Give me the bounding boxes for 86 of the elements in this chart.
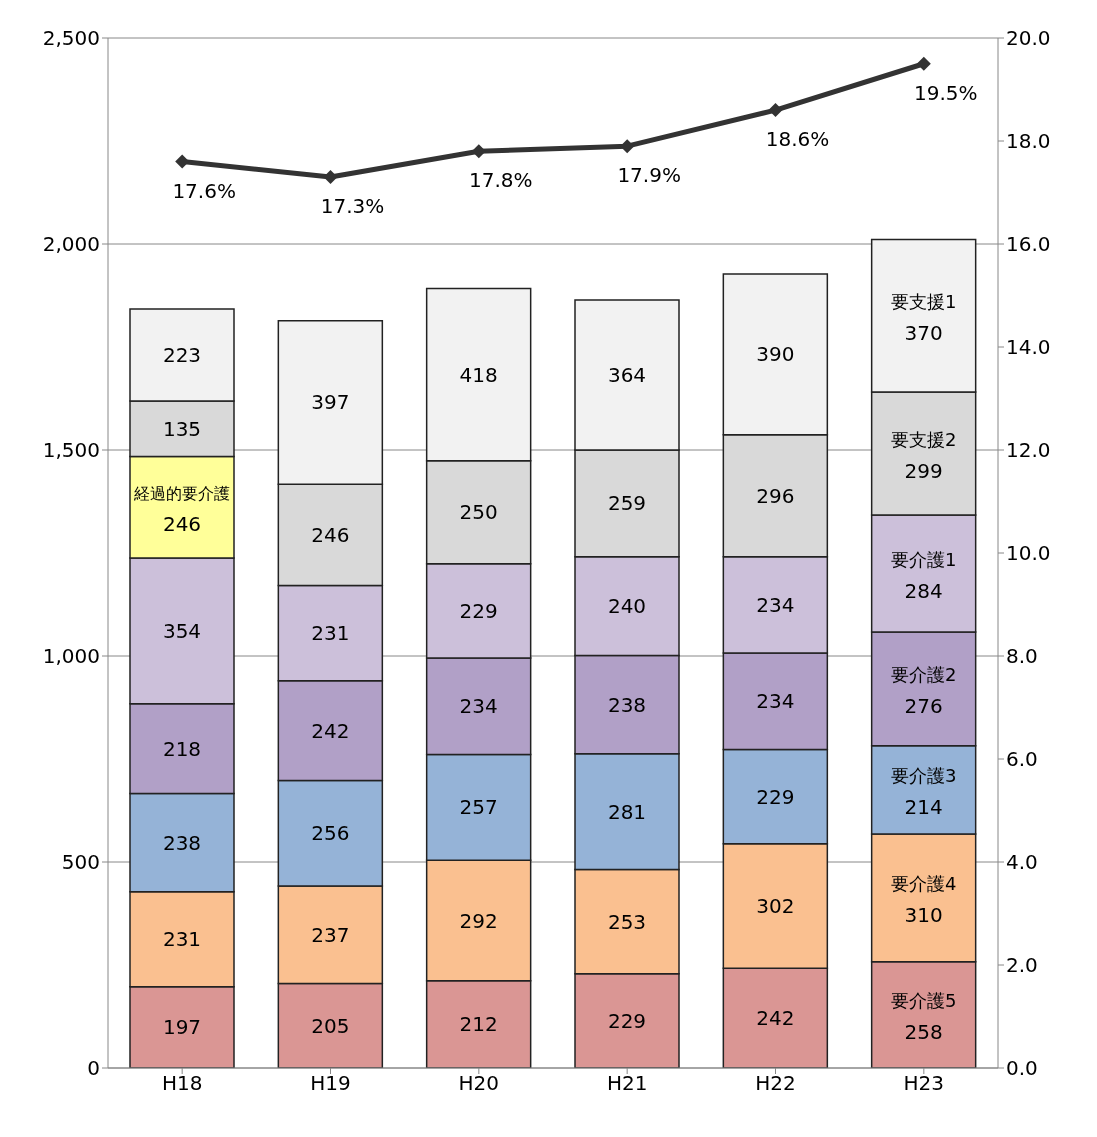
data-label: 310: [904, 902, 943, 927]
data-label: 223: [162, 343, 202, 368]
y2-tick-label: 6.0: [1006, 747, 1038, 772]
data-label: 292: [459, 908, 498, 933]
data-label: 214: [904, 794, 943, 819]
data-label: 19.5%: [914, 80, 978, 105]
y2-tick-label: 14.0: [1006, 335, 1051, 360]
series-label: 経過的要介護: [133, 484, 230, 504]
data-label: 231: [311, 621, 350, 646]
point: [768, 103, 783, 118]
y-tick-label: 1,500: [42, 438, 100, 463]
y2-tick-label: 12.0: [1006, 438, 1051, 463]
x-tick-label: H19: [310, 1071, 351, 1096]
y2-tick-label: 2.0: [1006, 953, 1038, 978]
data-label: 231: [162, 927, 202, 952]
data-label: 281: [607, 799, 647, 824]
data-label: 284: [904, 578, 943, 603]
data-label: 242: [311, 718, 350, 743]
point: [471, 144, 486, 159]
data-label: 18.6%: [765, 127, 830, 152]
data-label: 259: [607, 491, 647, 516]
data-label: 276: [904, 693, 943, 718]
data-label: 135: [162, 416, 202, 441]
data-label: 256: [311, 821, 350, 846]
series-label: 要介護1: [890, 548, 957, 570]
point: [916, 56, 931, 71]
data-label: 242: [756, 1006, 795, 1031]
data-label: 257: [459, 795, 498, 820]
y2-tick-label: 4.0: [1006, 850, 1038, 875]
series-label: 要支援1: [890, 290, 957, 312]
data-label: 17.8%: [469, 168, 533, 193]
point: [323, 170, 338, 185]
y-tick-label: 0: [87, 1056, 100, 1081]
data-label: 218: [162, 736, 202, 761]
data-label: 205: [311, 1013, 350, 1038]
data-label: 234: [756, 592, 795, 617]
data-label: 397: [311, 390, 350, 415]
data-label: 418: [459, 362, 498, 387]
x-tick-label: H22: [755, 1071, 796, 1096]
data-label: 17.9%: [617, 163, 681, 188]
data-label: 234: [459, 694, 498, 719]
series-label: 要支援2: [890, 428, 957, 450]
series-label: 要介護5: [890, 989, 957, 1011]
data-label: 354: [162, 618, 202, 643]
data-label: 253: [607, 909, 647, 934]
data-label: 237: [311, 922, 350, 947]
data-label: 197: [162, 1015, 202, 1040]
y2-tick-label: 20.0: [1006, 26, 1051, 51]
y-tick-label: 2,000: [42, 232, 100, 257]
y-tick-label: 2,500: [42, 26, 100, 51]
x-tick-label: H21: [606, 1071, 648, 1096]
data-label: 302: [756, 894, 795, 919]
data-label: 370: [904, 320, 943, 345]
point: [620, 139, 635, 154]
y2-tick-label: 10.0: [1006, 541, 1051, 566]
data-label: 246: [311, 522, 350, 547]
y2-tick-label: 16.0: [1006, 232, 1051, 257]
data-label: 390: [756, 342, 795, 367]
data-label: 17.3%: [320, 194, 385, 219]
point: [175, 154, 190, 169]
data-label: 234: [756, 689, 795, 714]
y2-tick-label: 0.0: [1006, 1056, 1038, 1081]
y2-tick-label: 8.0: [1006, 644, 1038, 669]
x-tick-label: H20: [458, 1071, 500, 1096]
data-label: 229: [459, 598, 498, 623]
data-label: 229: [607, 1008, 647, 1033]
y-tick-label: 1,000: [42, 644, 100, 669]
series-label: 要介護3: [890, 764, 957, 786]
series-label: 要介護4: [890, 872, 957, 894]
data-label: 238: [162, 830, 202, 855]
data-label: 229: [756, 784, 795, 809]
x-tick-label: H18: [161, 1071, 203, 1096]
data-label: 246: [162, 512, 202, 537]
data-label: 212: [459, 1012, 498, 1037]
data-label: 17.6%: [172, 178, 236, 203]
x-tick-label: H23: [903, 1071, 945, 1096]
data-label: 240: [607, 594, 647, 619]
y-tick-label: 500: [61, 850, 100, 875]
y2-tick-label: 18.0: [1006, 129, 1051, 154]
data-label: 238: [607, 692, 647, 717]
data-label: 250: [459, 500, 498, 525]
data-label: 258: [904, 1019, 943, 1044]
data-label: 296: [756, 483, 795, 508]
data-label: 364: [607, 363, 647, 388]
data-label: 299: [904, 458, 943, 483]
series-label: 要介護2: [890, 663, 957, 685]
